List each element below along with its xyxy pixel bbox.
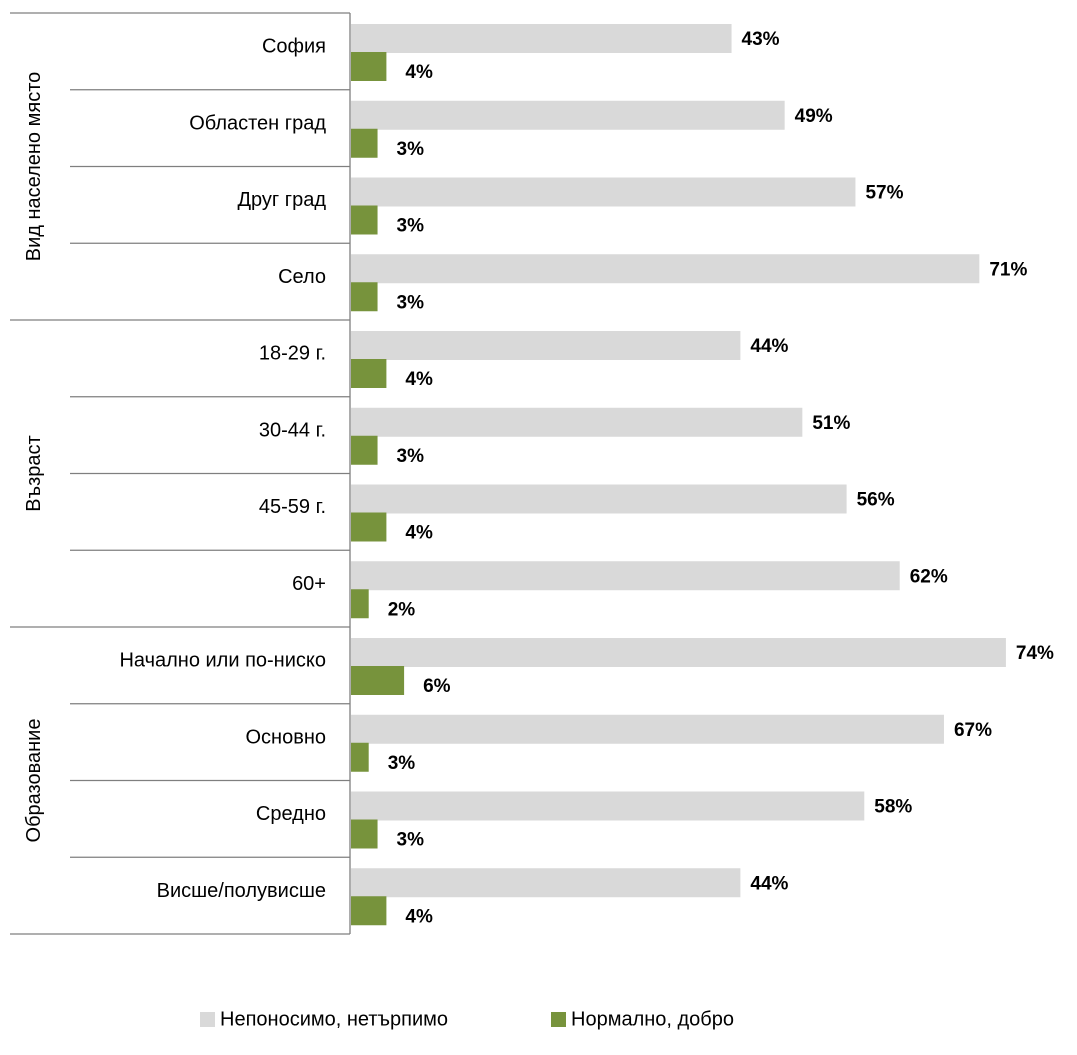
data-label: 3%: [388, 753, 416, 774]
bar-normal: [351, 205, 378, 235]
bar-unbearable: [351, 100, 785, 130]
data-label: 4%: [405, 523, 433, 544]
category-label: Висше/полувисше: [157, 880, 326, 902]
data-label: 74%: [1016, 643, 1054, 664]
legend-swatch: [200, 1012, 215, 1027]
bar-unbearable: [351, 868, 741, 898]
category-label: 60+: [292, 573, 326, 595]
bar-normal: [351, 666, 405, 695]
data-label: 3%: [397, 216, 425, 237]
data-label: 49%: [795, 106, 833, 127]
category-label: 45-59 г.: [259, 496, 326, 518]
bar-normal: [351, 52, 387, 81]
category-label: Средно: [256, 803, 326, 825]
bar-unbearable: [351, 177, 856, 207]
data-label: 4%: [405, 62, 433, 83]
bar-normal: [351, 819, 378, 849]
data-label: 43%: [742, 29, 780, 50]
group-label: Образование: [23, 719, 45, 843]
bar-unbearable: [351, 714, 944, 744]
category-label: Друг град: [237, 189, 326, 211]
bar-unbearable: [351, 331, 741, 360]
bar-normal: [351, 282, 378, 312]
data-label: 62%: [910, 566, 948, 587]
data-label: 3%: [397, 830, 425, 851]
data-label: 2%: [388, 599, 416, 620]
data-label: 44%: [750, 336, 788, 357]
bar-unbearable: [351, 561, 900, 591]
group-label: Вид населено място: [23, 72, 45, 262]
data-label: 56%: [857, 490, 895, 511]
data-label: 6%: [423, 676, 451, 697]
category-label: 18-29 г.: [259, 343, 326, 365]
legend-label: Непоносимо, нетърпимо: [220, 1008, 448, 1030]
bar-unbearable: [351, 407, 803, 437]
bar-unbearable: [351, 24, 732, 53]
data-label: 3%: [397, 446, 425, 467]
data-label: 51%: [812, 413, 850, 434]
bar-unbearable: [351, 791, 865, 821]
bar-normal: [351, 359, 387, 388]
bar-normal: [351, 896, 387, 926]
bar-normal: [351, 589, 369, 619]
data-label: 57%: [865, 183, 903, 204]
bar-unbearable: [351, 254, 980, 284]
category-label: Областен град: [189, 112, 326, 134]
category-label: София: [262, 36, 326, 58]
bar-normal: [351, 512, 387, 542]
data-label: 67%: [954, 720, 992, 741]
data-label: 58%: [874, 797, 912, 818]
data-label: 4%: [405, 369, 433, 390]
data-label: 3%: [397, 292, 425, 313]
data-label: 44%: [750, 873, 788, 894]
category-label: Основно: [245, 726, 326, 748]
bar-unbearable: [351, 484, 847, 514]
data-label: 3%: [397, 139, 425, 160]
bar-unbearable: [351, 638, 1006, 667]
category-label: Начално или по-ниско: [119, 650, 326, 672]
category-label: 30-44 г.: [259, 419, 326, 441]
bar-normal: [351, 742, 369, 772]
legend-label: Нормално, добро: [571, 1008, 734, 1030]
data-label: 4%: [405, 906, 433, 927]
category-label: Село: [278, 266, 326, 288]
group-label: Възраст: [23, 435, 45, 511]
bar-normal: [351, 435, 378, 465]
legend-swatch: [551, 1012, 566, 1027]
data-label: 71%: [989, 259, 1027, 280]
bar-normal: [351, 128, 378, 158]
